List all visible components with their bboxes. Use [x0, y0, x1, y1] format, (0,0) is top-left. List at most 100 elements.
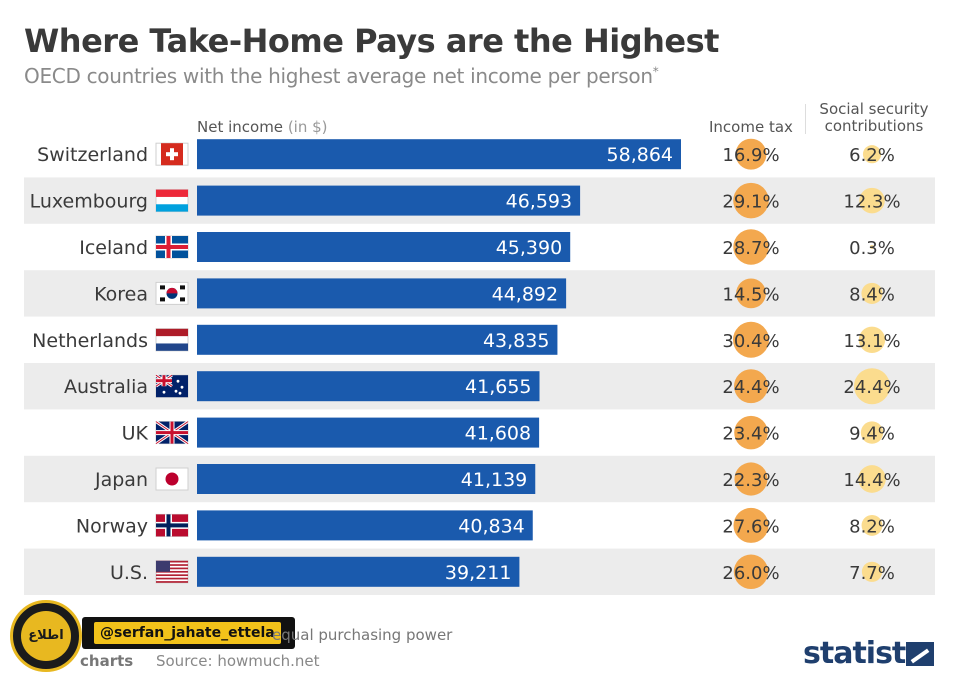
header-divider	[805, 104, 806, 134]
bar	[197, 139, 681, 170]
income-tax-label: 29.1%	[722, 192, 779, 213]
bar-value-label: 41,608	[465, 423, 531, 445]
bar-value-label: 58,864	[607, 144, 673, 166]
subtitle-text: OECD countries with the highest average …	[24, 64, 653, 88]
chart-row: Norway 40,834 27.6% 8.2%	[76, 507, 895, 543]
income-tax-label: 24.4%	[722, 377, 779, 398]
category-label: Korea	[94, 283, 148, 305]
social-security-label: 13.1%	[843, 331, 900, 352]
norway-flag	[155, 513, 189, 537]
bar	[197, 417, 540, 448]
credit-text: charts	[80, 652, 134, 670]
bar-value-label: 46,593	[506, 191, 572, 213]
social-security-header: Social security contributions	[814, 101, 934, 135]
bar	[197, 232, 571, 262]
income-tax-label: 30.4%	[722, 331, 779, 352]
social-security-label: 0.3%	[849, 238, 895, 259]
category-label: U.S.	[110, 562, 148, 584]
net-income-header: Net income (in $)	[197, 118, 328, 136]
social-security-bubble	[860, 421, 884, 444]
source-text: Source: howmuch.net	[155, 652, 320, 670]
chart-row: Japan 41,139 22.3% 14.4%	[24, 455, 935, 503]
chart-title: Where Take-Home Pays are the Highest	[24, 22, 719, 60]
social-security-bubble	[870, 245, 874, 249]
income-tax-bubble	[733, 229, 769, 265]
bar	[197, 278, 567, 309]
income-tax-label: 23.4%	[722, 424, 779, 445]
switzerland-flag	[155, 142, 189, 166]
income-tax-bubble	[736, 278, 766, 309]
bar	[197, 464, 536, 494]
social-security-label: 24.4%	[843, 377, 900, 398]
income-tax-label: 22.3%	[722, 470, 779, 491]
bar	[197, 371, 540, 402]
social-security-bubble	[859, 187, 885, 214]
luxembourg-flag	[155, 189, 189, 213]
social-security-bubble	[858, 465, 886, 493]
income-tax-bubble	[734, 415, 768, 450]
income-tax-label: 28.7%	[722, 238, 779, 259]
bar	[197, 324, 558, 355]
watermark-handle: @serfan_jahate_ettela	[94, 622, 281, 644]
income-tax-bubble	[735, 138, 767, 170]
net-income-header-unit: (in $)	[287, 118, 328, 136]
social-security-bubble	[854, 368, 890, 405]
iceland-flag	[155, 235, 189, 259]
social-security-bubble	[861, 514, 883, 536]
income-tax-header: Income tax	[709, 118, 793, 136]
bar-value-label: 41,655	[465, 376, 531, 398]
social-security-label: 14.4%	[843, 470, 900, 491]
category-label: Australia	[64, 376, 148, 398]
income-tax-bubble	[733, 507, 769, 543]
social-security-bubble	[858, 326, 886, 353]
chart-row: Netherlands 43,835 30.4% 13.1%	[32, 321, 901, 358]
bar-value-label: 40,834	[458, 515, 524, 537]
statista-logo-icon	[906, 642, 934, 666]
category-label: Japan	[94, 469, 148, 491]
bar	[197, 556, 520, 587]
source-line: charts Source: howmuch.net	[80, 652, 320, 670]
social-security-bubble	[862, 145, 882, 164]
chart-row: Luxembourg 46,593 29.1% 12.3%	[24, 177, 935, 224]
category-label: Netherlands	[32, 330, 148, 352]
chart-row: UK 41,608 23.4% 9.4%	[122, 415, 895, 450]
australia-flag	[155, 373, 189, 398]
chart-row: Korea 44,892 14.5% 8.4%	[24, 270, 935, 317]
bar-value-label: 44,892	[492, 283, 558, 305]
chart-row: Iceland 45,390 28.7% 0.3%	[79, 229, 895, 265]
bar-value-label: 43,835	[483, 330, 549, 352]
social-security-label: 8.4%	[849, 284, 895, 305]
income-tax-label: 14.5%	[722, 284, 779, 305]
chart-row: U.S. 39,211 26.0% 7.7%	[24, 548, 935, 595]
social-security-bubble	[861, 282, 883, 304]
social-security-bubble	[861, 561, 883, 582]
bar	[197, 510, 533, 541]
bar	[197, 185, 581, 216]
category-label: Luxembourg	[30, 191, 148, 213]
bar-value-label: 41,139	[461, 469, 527, 491]
income-tax-label: 27.6%	[722, 516, 779, 537]
category-label: Switzerland	[37, 144, 148, 166]
income-tax-label: 26.0%	[722, 563, 779, 584]
footnote: equal purchasing power	[272, 626, 453, 644]
social-security-label: 7.7%	[849, 563, 895, 584]
social-security-label: 8.2%	[849, 516, 895, 537]
social-security-label: 6.2%	[849, 145, 895, 166]
income-tax-label: 16.9%	[722, 145, 779, 166]
social-security-header-line2: contributions	[824, 117, 924, 135]
income-tax-bubble	[733, 321, 769, 358]
subtitle-footnote-mark: *	[652, 64, 659, 79]
category-label: Iceland	[79, 237, 148, 259]
bar-value-label: 45,390	[496, 237, 562, 259]
social-security-label: 9.4%	[849, 424, 895, 445]
netherlands-flag	[155, 328, 189, 352]
social-security-label: 12.3%	[843, 192, 900, 213]
income-tax-bubble	[733, 182, 769, 219]
chart-row: Australia 41,655 24.4% 24.4%	[24, 363, 935, 410]
korea-flag	[155, 281, 189, 305]
watermark-tag: @serfan_jahate_ettela	[82, 617, 295, 649]
category-label: UK	[122, 423, 149, 445]
bar-value-label: 39,211	[445, 562, 511, 584]
category-label: Norway	[76, 515, 148, 537]
